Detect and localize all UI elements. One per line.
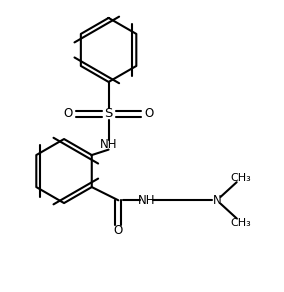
Text: S: S [105,107,113,121]
Text: CH₃: CH₃ [231,173,251,183]
Text: O: O [144,107,154,121]
Text: NH: NH [100,138,117,151]
Text: NH: NH [137,194,155,207]
Text: N: N [213,194,222,207]
Text: O: O [114,225,123,237]
Text: O: O [64,107,73,121]
Text: CH₃: CH₃ [231,218,251,227]
